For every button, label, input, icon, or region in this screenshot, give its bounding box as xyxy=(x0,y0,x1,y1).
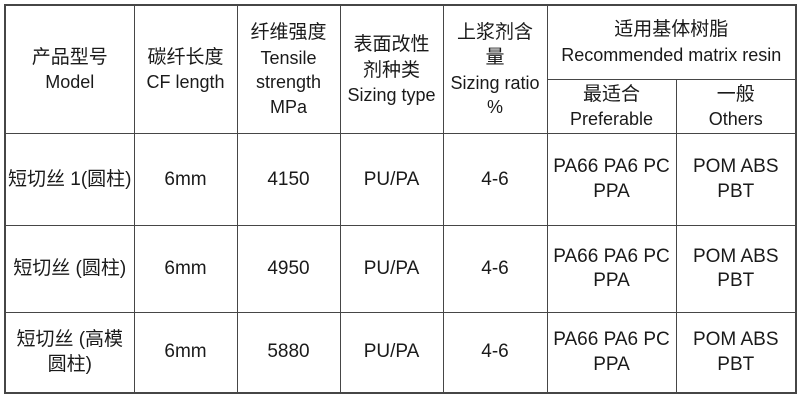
header-tensile-strength-en1: Tensile xyxy=(260,48,317,69)
header-tensile-strength-en2: strength xyxy=(255,72,322,93)
cell-other-resins: POM ABS PBT xyxy=(675,312,797,394)
header-others-zh: 一般 xyxy=(716,83,755,105)
header-sizing-ratio-zh2: 量 xyxy=(485,47,505,69)
header-sizing-ratio-en: Sizing ratio xyxy=(450,73,540,94)
header-row-sub: 最适合 Preferable 一般 Others xyxy=(5,78,797,135)
header-matrix-resin: 适用基体树脂 Recommended matrix resin xyxy=(546,4,797,80)
cell-preferable-resins: PA66 PA6 PC PPA xyxy=(546,133,677,227)
cell-model: 短切丝 1(圆柱) xyxy=(4,133,135,227)
header-sizing-type: 表面改性 剂种类 Sizing type xyxy=(339,4,444,135)
header-preferable-zh: 最适合 xyxy=(582,83,640,105)
header-matrix-resin-en: Recommended matrix resin xyxy=(561,44,782,65)
header-cf-length-zh: 碳纤长度 xyxy=(147,46,224,68)
product-spec-table-container: 产品型号 Model 碳纤长度 CF length 纤维强度 Tensile s… xyxy=(4,4,798,394)
table-row: 短切丝 1(圆柱) 6mm 4150 PU/PA 4-6 PA66 PA6 PC… xyxy=(4,133,797,227)
header-others-en: Others xyxy=(708,109,763,130)
cell-sizing-ratio: 4-6 xyxy=(442,312,548,394)
header-model-zh: 产品型号 xyxy=(31,46,108,68)
header-others: 一般 Others xyxy=(675,78,797,135)
table-row: 短切丝 (圆柱) 6mm 4950 PU/PA 4-6 PA66 PA6 PC … xyxy=(4,225,797,314)
cell-tensile-mpa: 4950 xyxy=(236,225,341,314)
header-tensile-strength: 纤维强度 Tensile strength MPa xyxy=(236,4,341,135)
cell-tensile-mpa: 5880 xyxy=(236,312,341,394)
header-model-en: Model xyxy=(45,72,95,93)
table-row: 短切丝 (高模圆柱) 6mm 5880 PU/PA 4-6 PA66 PA6 P… xyxy=(4,312,797,394)
header-cf-length: 碳纤长度 CF length xyxy=(133,4,238,135)
header-tensile-strength-zh: 纤维强度 xyxy=(250,22,327,44)
cell-preferable-resins: PA66 PA6 PC PPA xyxy=(546,312,677,394)
cell-model: 短切丝 (圆柱) xyxy=(4,225,135,314)
cell-sizing-type: PU/PA xyxy=(339,133,444,227)
header-sizing-type-zh2: 剂种类 xyxy=(362,59,420,81)
header-preferable-en: Preferable xyxy=(569,109,654,130)
header-sizing-type-en: Sizing type xyxy=(347,85,436,106)
header-tensile-strength-unit: MPa xyxy=(269,96,307,117)
cell-cf-length: 6mm xyxy=(133,225,238,314)
cell-tensile-mpa: 4150 xyxy=(236,133,341,227)
header-sizing-ratio: 上浆剂含 量 Sizing ratio % xyxy=(442,4,548,135)
cell-cf-length: 6mm xyxy=(133,133,238,227)
cell-sizing-ratio: 4-6 xyxy=(442,225,548,314)
product-spec-table: 产品型号 Model 碳纤长度 CF length 纤维强度 Tensile s… xyxy=(4,4,798,394)
header-matrix-resin-zh: 适用基体树脂 xyxy=(614,19,729,41)
cell-preferable-resins: PA66 PA6 PC PPA xyxy=(546,225,677,314)
header-preferable: 最适合 Preferable xyxy=(546,78,677,135)
cell-sizing-ratio: 4-6 xyxy=(442,133,548,227)
cell-model: 短切丝 (高模圆柱) xyxy=(4,312,135,394)
header-sizing-type-zh1: 表面改性 xyxy=(353,33,430,55)
cell-other-resins: POM ABS PBT xyxy=(675,133,797,227)
cell-cf-length: 6mm xyxy=(133,312,238,394)
header-row-top: 产品型号 Model 碳纤长度 CF length 纤维强度 Tensile s… xyxy=(4,4,797,135)
cell-other-resins: POM ABS PBT xyxy=(675,225,797,314)
cell-sizing-type: PU/PA xyxy=(339,312,444,394)
header-sizing-ratio-zh1: 上浆剂含 xyxy=(456,21,533,43)
cell-sizing-type: PU/PA xyxy=(339,225,444,314)
header-sizing-ratio-unit: % xyxy=(486,97,503,118)
header-model: 产品型号 Model xyxy=(4,4,135,135)
header-cf-length-en: CF length xyxy=(146,72,225,93)
